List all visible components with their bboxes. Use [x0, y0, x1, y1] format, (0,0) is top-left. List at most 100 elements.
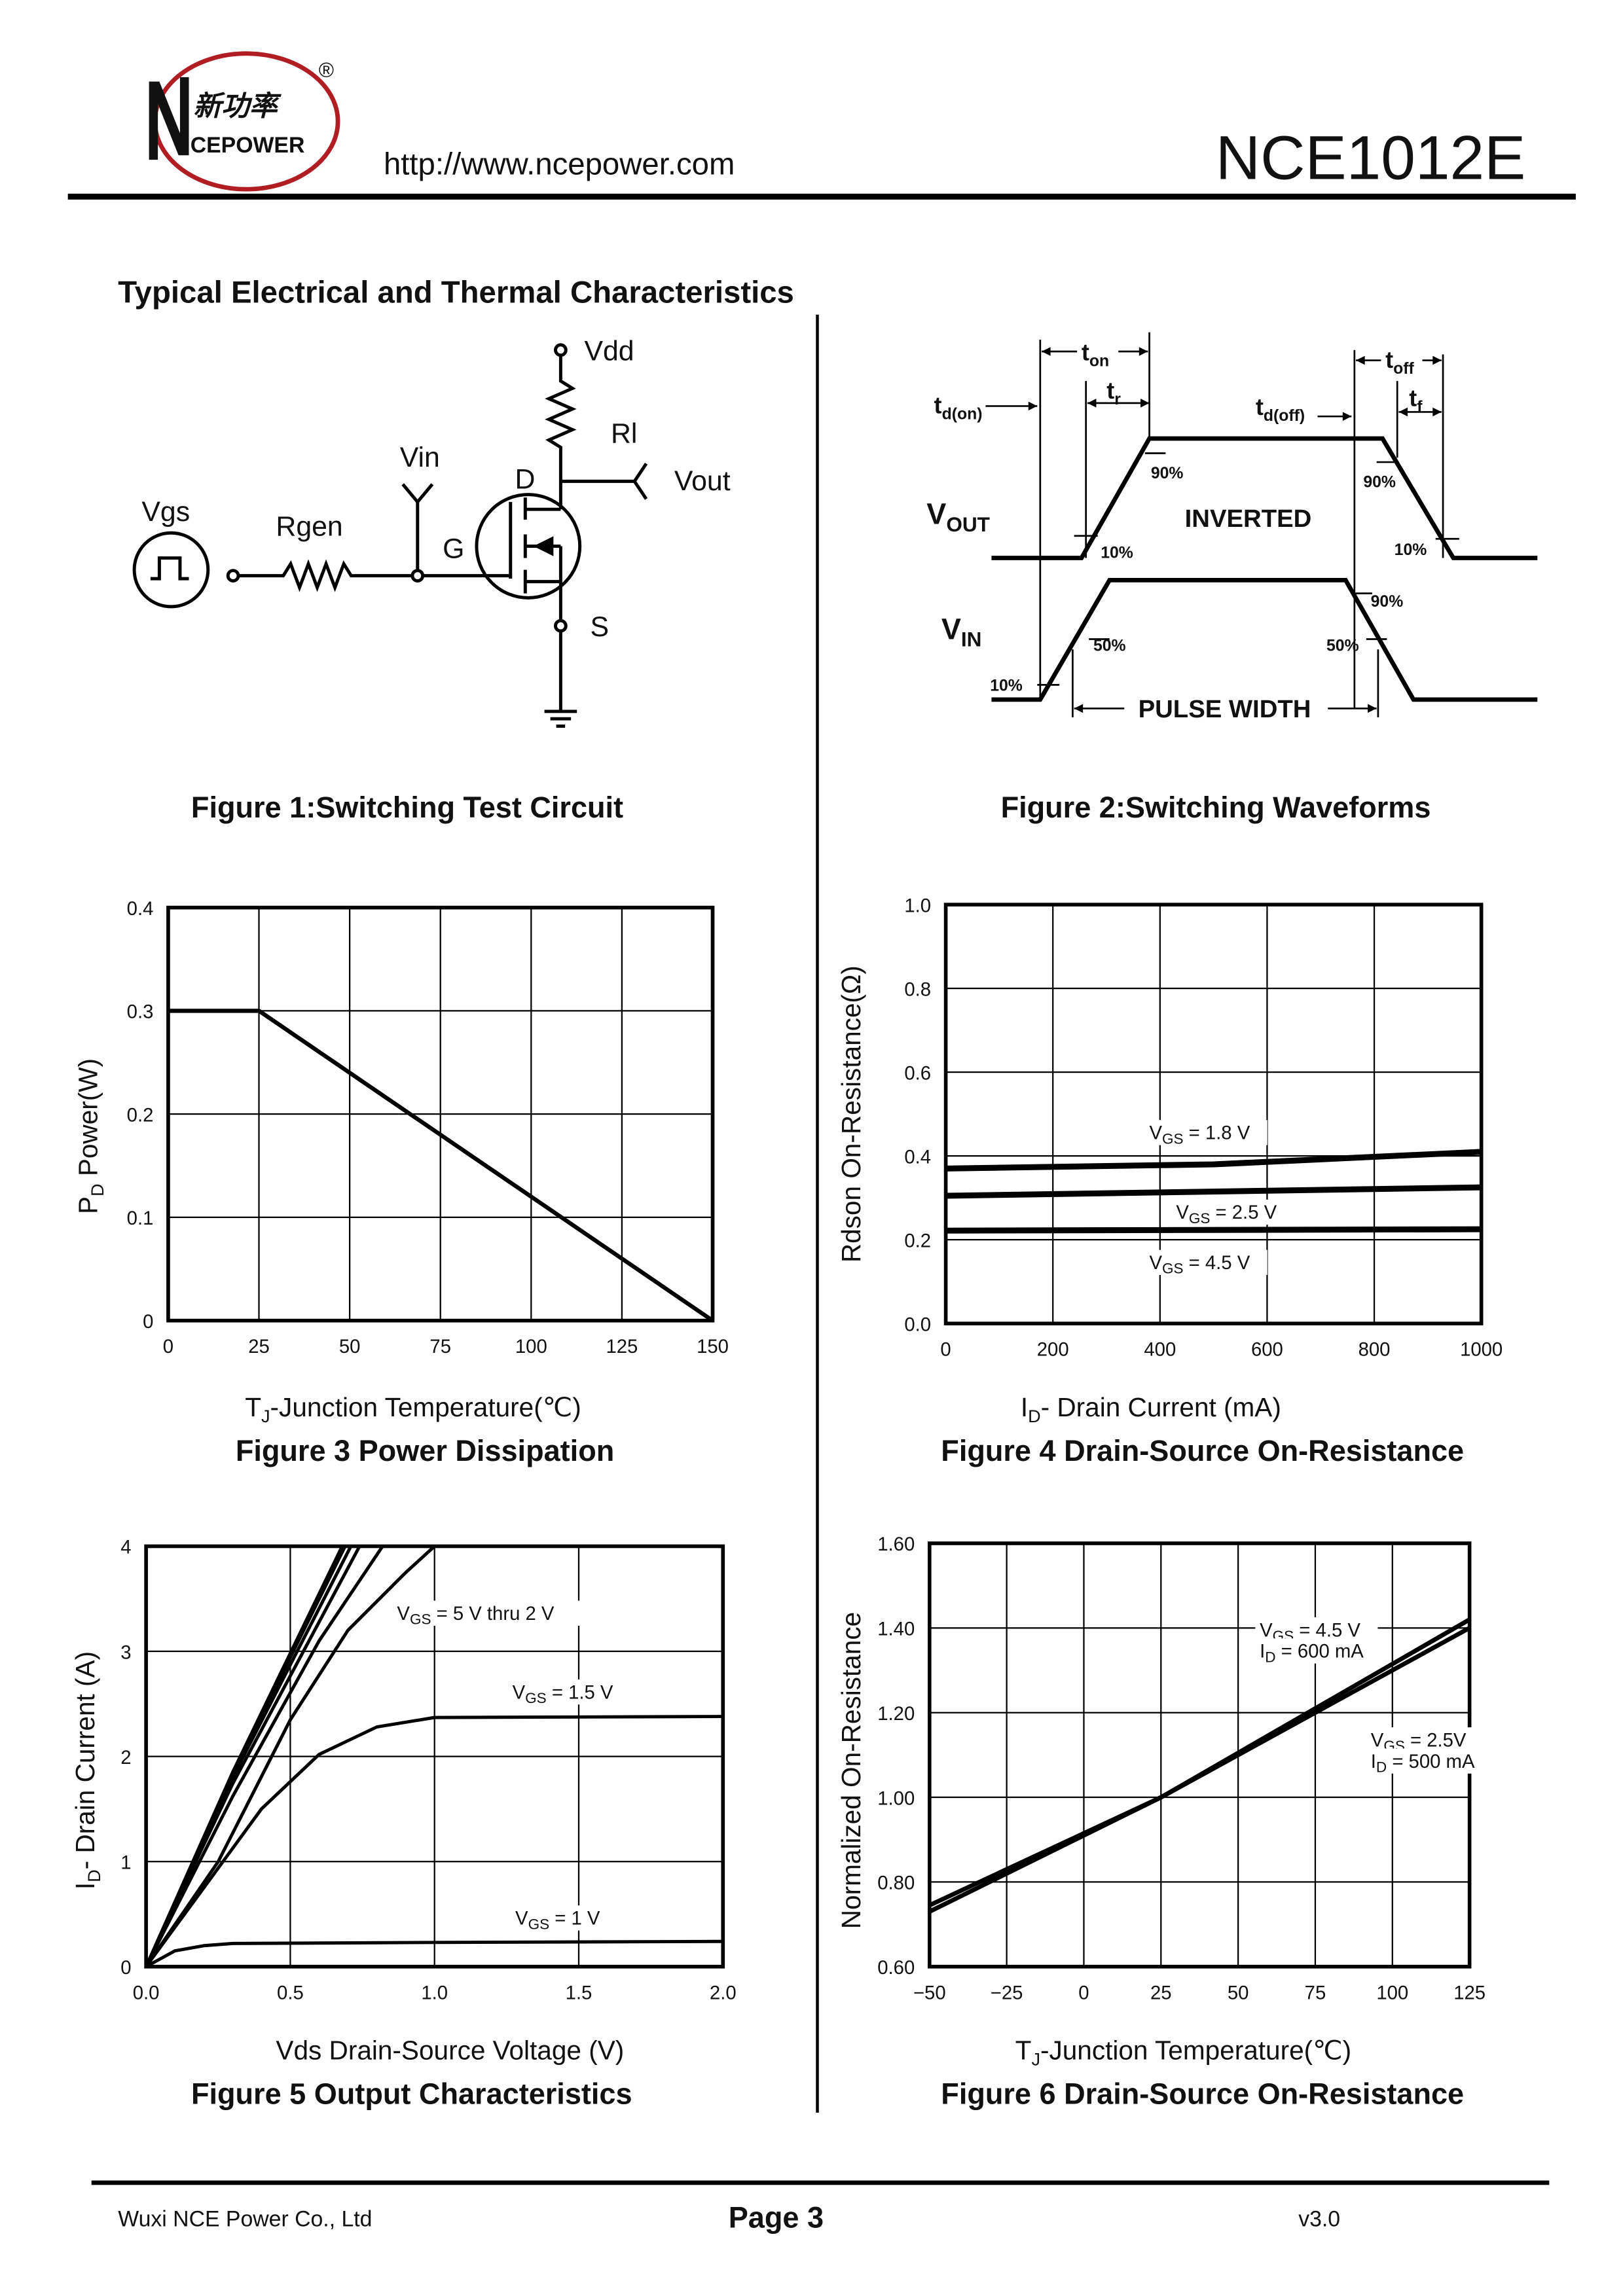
x-tick-label: 1.5	[566, 1982, 593, 2003]
annotation-background	[1255, 1617, 1378, 1643]
plot-frame	[943, 903, 1484, 1325]
x-tick-label: 0.5	[277, 1982, 304, 2003]
pct-label: 90%	[1371, 593, 1404, 611]
gate-node	[410, 569, 425, 583]
x-tick-label: 50	[339, 1336, 361, 1357]
series-annotation: ID = 600 mA	[1260, 1641, 1364, 1666]
power-dissipation-chart: 0 25 50 75 100 125 150 0 0.1 0.2 0.3 0.4	[127, 898, 729, 1357]
y-tick-label: 0	[143, 1311, 153, 1333]
part-number: NCE1012E	[1216, 123, 1525, 192]
figure4-caption: Figure 4 Drain-Source On-Resistance	[941, 1434, 1464, 1467]
y-tick-label: 1.40	[877, 1619, 915, 1640]
series-annotation: VGS = 1 V	[515, 1908, 600, 1933]
vin-label: VIN	[941, 612, 982, 651]
x-tick-label: 75	[429, 1336, 451, 1357]
label-vdd: Vdd	[584, 336, 634, 367]
y-tick-label: 4	[120, 1537, 131, 1558]
figure2-caption: Figure 2:Switching Waveforms	[1001, 791, 1431, 824]
vdd-terminal	[554, 343, 568, 357]
pct-label: 50%	[1093, 637, 1126, 655]
label-g: G	[443, 533, 464, 565]
fig4-xlabel: ID- Drain Current (mA)	[1021, 1392, 1281, 1426]
x-tick-label: 100	[515, 1336, 547, 1357]
series-line	[145, 1545, 436, 1968]
x-tick-label: 0.0	[133, 1982, 160, 2003]
load-resistor-rl	[545, 355, 577, 510]
fig6-xlabel: TJ-Junction Temperature(℃)	[1015, 2036, 1352, 2070]
x-tick-label: 125	[1453, 1982, 1486, 2003]
vin-terminal-icon	[401, 483, 434, 505]
footer-version: v3.0	[1298, 2206, 1340, 2231]
x-tick-label: 100	[1376, 1982, 1408, 2003]
tdon-label: td(on)	[934, 392, 983, 423]
series-annotation: VGS = 2.5 V	[1176, 1202, 1277, 1227]
annotation-background	[1366, 1748, 1489, 1774]
series-line	[168, 1009, 714, 1323]
label-vout: Vout	[674, 465, 731, 497]
footer-divider	[91, 2180, 1550, 2185]
x-tick-label: 75	[1305, 1982, 1326, 2003]
series-line	[145, 1715, 723, 1968]
ground-icon	[544, 709, 577, 728]
y-tick-label: 1.00	[877, 1787, 915, 1809]
annotation-background	[392, 1600, 588, 1626]
vout-label: VOUT	[926, 497, 990, 536]
series-annotation: VGS = 5 V thru 2 V	[397, 1603, 555, 1628]
tr-label: tr	[1106, 377, 1121, 408]
series-line	[945, 1184, 1482, 1199]
annotation-background	[1366, 1727, 1479, 1753]
figure1-caption: Figure 1:Switching Test Circuit	[191, 791, 623, 824]
y-tick-label: 0.2	[904, 1230, 931, 1251]
y-tick-label: 1.20	[877, 1703, 915, 1725]
switching-waveforms: ton tr td(on) td(off) toff tf VOUT VIN I…	[926, 332, 1538, 723]
fig4-ylabel: Rdson On-Resistance(Ω)	[836, 965, 866, 1263]
label-vin: Vin	[400, 442, 440, 473]
annotation-background	[1255, 1638, 1378, 1664]
series-annotation: VGS = 1.5 V	[513, 1681, 613, 1706]
vin-waveform	[991, 577, 1538, 702]
y-tick-label: 0.60	[877, 1957, 915, 1979]
annotation-background	[511, 1905, 613, 1931]
y-tick-label: 0.8	[904, 978, 931, 1000]
label-d: D	[515, 464, 536, 495]
x-tick-label: 2.0	[710, 1982, 737, 2003]
vout-terminal-icon	[632, 462, 648, 500]
x-tick-label: 800	[1359, 1339, 1391, 1361]
label-rgen: Rgen	[276, 511, 342, 543]
series-line	[945, 1149, 1482, 1172]
ton-label: ton	[1082, 339, 1109, 370]
y-tick-label: 0.6	[904, 1062, 931, 1084]
figure6-caption: Figure 6 Drain-Source On-Resistance	[941, 2077, 1464, 2110]
y-tick-label: 0.4	[904, 1146, 931, 1168]
y-tick-label: 2	[120, 1747, 131, 1768]
annotation-background	[1144, 1120, 1267, 1145]
series-annotation: VGS = 1.8 V	[1149, 1122, 1250, 1147]
series-line	[144, 1545, 361, 1967]
series-line	[945, 1226, 1482, 1234]
y-tick-label: 1.0	[904, 895, 931, 916]
y-tick-label: 0.0	[904, 1314, 931, 1335]
series-annotation: ID = 500 mA	[1371, 1751, 1475, 1776]
x-tick-label: 1.0	[421, 1982, 448, 2003]
website-url[interactable]: http://www.ncepower.com	[384, 147, 735, 182]
x-tick-label: −25	[991, 1982, 1023, 2003]
y-tick-label: 1.60	[877, 1534, 915, 1555]
x-tick-label: 0	[940, 1339, 951, 1361]
annotation-background	[507, 1679, 630, 1705]
inverted-label: INVERTED	[1185, 505, 1312, 533]
footer-company: Wuxi NCE Power Co., Ltd	[118, 2206, 372, 2231]
label-s: S	[590, 611, 609, 643]
series-annotation: VGS = 4.5 V	[1149, 1252, 1250, 1277]
mosfet-body	[475, 493, 582, 600]
footer-page: Page 3	[729, 2201, 824, 2234]
figure3-caption: Figure 3 Power Dissipation	[236, 1434, 614, 1467]
x-tick-label: 50	[1228, 1982, 1249, 2003]
pulse-generator	[132, 531, 210, 609]
annotation-background	[1171, 1199, 1294, 1225]
pct-label: 10%	[1101, 545, 1133, 562]
y-tick-label: 0.2	[127, 1104, 154, 1126]
fig5-ylabel: ID- Drain Current (A)	[70, 1651, 104, 1890]
series-line	[145, 1939, 723, 1968]
series-annotation: VGS = 4.5 V	[1260, 1619, 1360, 1644]
y-tick-label: 0.1	[127, 1208, 154, 1229]
